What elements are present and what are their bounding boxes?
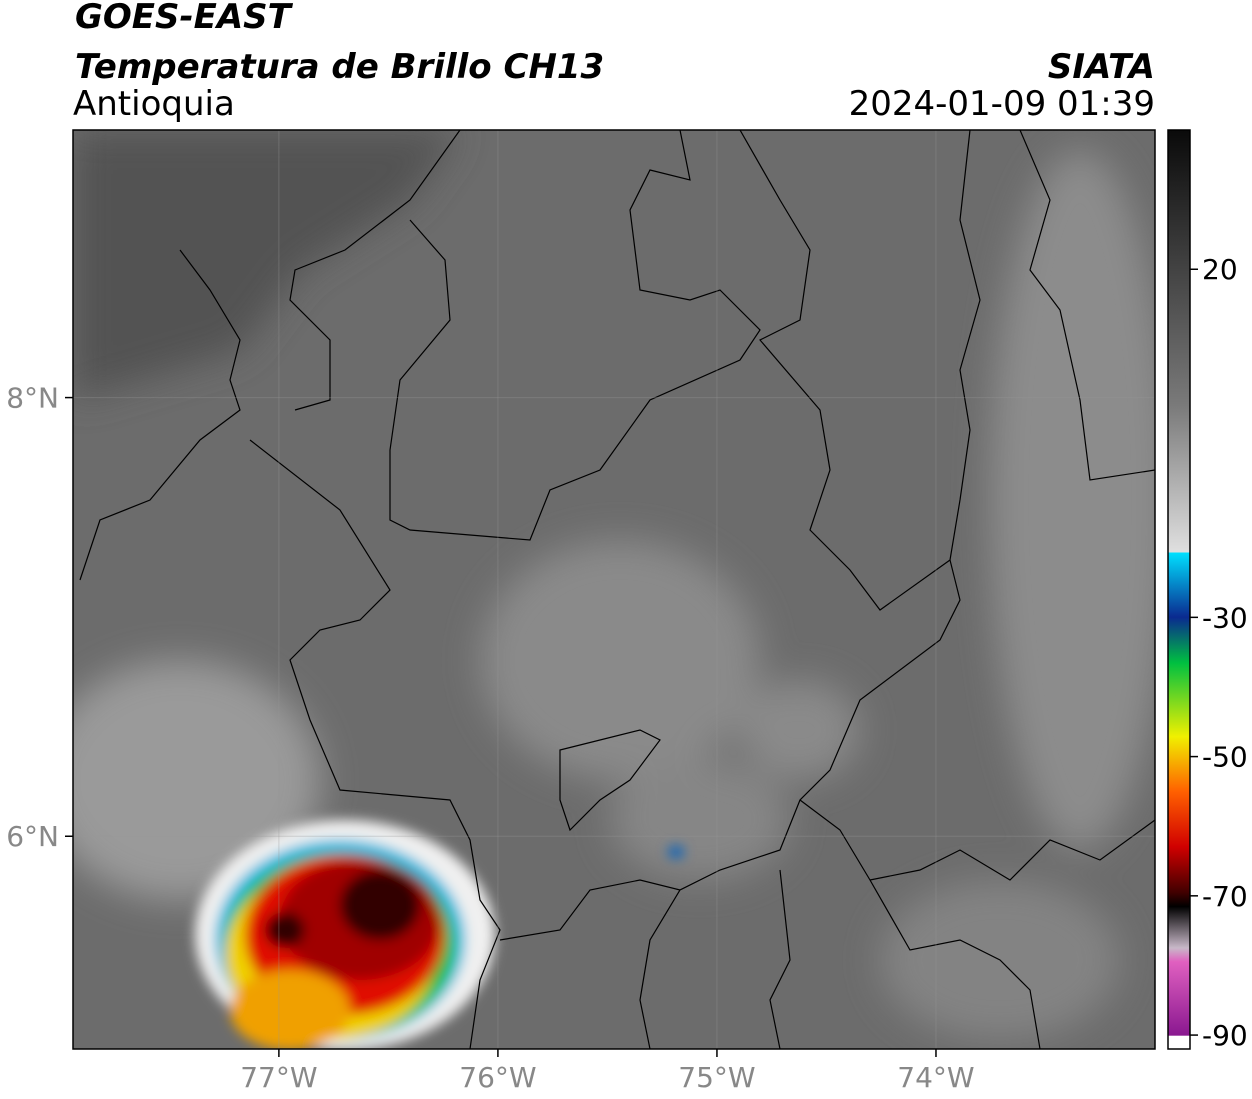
region: Antioquia: [73, 84, 235, 124]
colorbar: [1167, 129, 1191, 1050]
header: GOES-EAST Temperatura de Brillo CH13 Ant…: [73, 0, 1155, 124]
colorbar-tick-label: -50: [1202, 741, 1248, 774]
colorbar-tick-label: -30: [1202, 601, 1248, 634]
x-tick-label: 74°W: [897, 1061, 974, 1094]
timestamp: 2024-01-09 01:39: [849, 84, 1155, 124]
y-tick-label: 8°N: [6, 382, 59, 415]
gridlines: [73, 130, 1155, 1049]
satellite-image: [73, 130, 1155, 1049]
colorbar-tick-label: 20: [1202, 253, 1238, 286]
y-tick-label: 6°N: [6, 820, 59, 853]
colorbar-tick-label: -70: [1202, 880, 1248, 913]
x-tick-label: 75°W: [678, 1061, 755, 1094]
boundaries: [79, 130, 1155, 1049]
x-tick-label: 76°W: [459, 1061, 536, 1094]
title: GOES-EAST: [75, 0, 294, 37]
subtitle: Temperatura de Brillo CH13: [75, 47, 604, 87]
source: SIATA: [1048, 47, 1155, 87]
map-frame: [72, 129, 1156, 1050]
x-tick-label: 77°W: [240, 1061, 317, 1094]
colorbar-tick-label: -90: [1202, 1019, 1248, 1052]
